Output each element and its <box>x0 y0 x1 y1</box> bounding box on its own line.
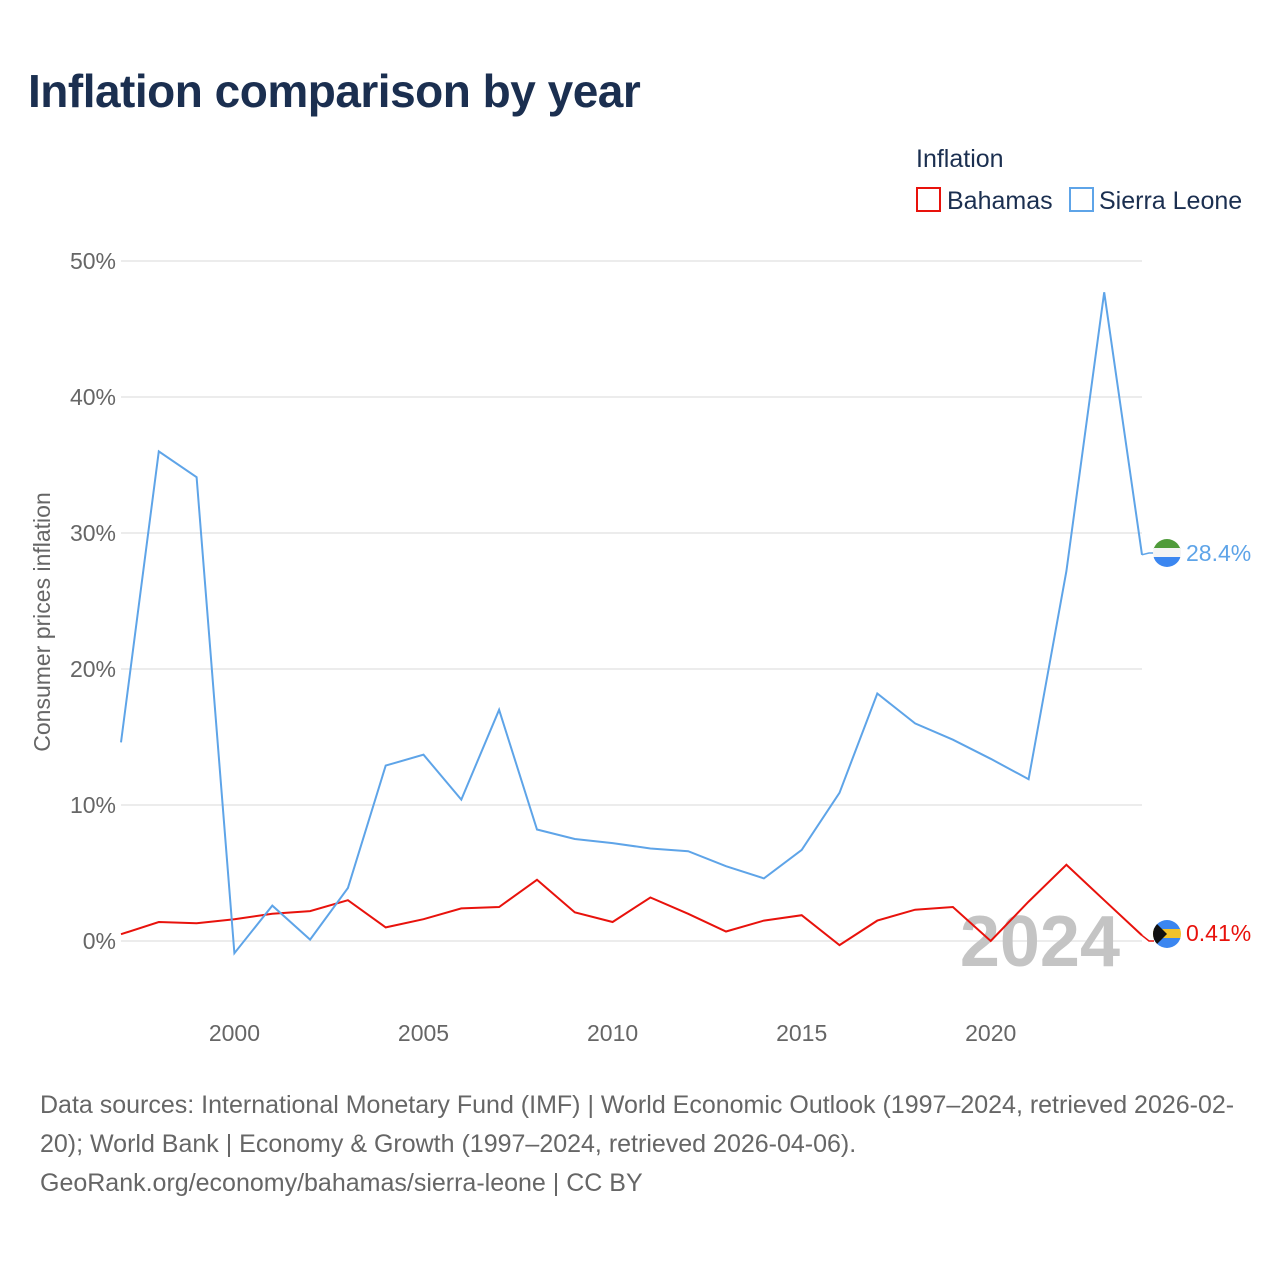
x-axis: 2000 2005 2010 2015 2020 <box>209 1020 1016 1046</box>
y-tick-label: 10% <box>70 792 116 818</box>
data-sources: Data sources: International Monetary Fun… <box>40 1091 1235 1158</box>
x-tick-label: 2010 <box>587 1020 638 1046</box>
gridlines <box>121 260 1142 942</box>
y-tick-label: 40% <box>70 384 116 410</box>
y-tick-label: 30% <box>70 520 116 546</box>
footer: Data sources: International Monetary Fun… <box>40 1086 1250 1203</box>
legend-label-sierra-leone[interactable]: Sierra Leone <box>1099 187 1242 215</box>
y-tick-label: 20% <box>70 656 116 682</box>
year-watermark: 2024 <box>960 902 1120 982</box>
x-tick-label: 2020 <box>965 1020 1016 1046</box>
series-line-sierra-leone[interactable] <box>120 292 1143 956</box>
series-lines <box>120 292 1154 956</box>
x-tick-label: 2000 <box>209 1020 260 1046</box>
y-axis-title: Consumer prices inflation <box>29 492 55 752</box>
end-label-bahamas: 0.41% <box>1186 920 1251 946</box>
end-label-connector <box>1141 552 1154 556</box>
end-label-sierra-leone: 28.4% <box>1186 540 1251 566</box>
series-line-bahamas[interactable] <box>120 863 1143 947</box>
y-tick-label: 50% <box>70 248 116 274</box>
end-label-connector <box>1141 934 1154 942</box>
bahamas-flag-icon <box>1153 920 1181 948</box>
sierra-leone-flag-icon <box>1153 539 1181 567</box>
y-axis: 0% 10% 20% 30% 40% 50% <box>70 248 116 954</box>
legend-title: Inflation <box>916 145 1004 173</box>
x-tick-label: 2015 <box>776 1020 827 1046</box>
legend-swatch-sierra-leone[interactable] <box>1069 187 1094 212</box>
credit-link[interactable]: GeoRank.org/economy/bahamas/sierra-leone… <box>40 1169 643 1197</box>
x-tick-label: 2005 <box>398 1020 449 1046</box>
legend-swatch-bahamas[interactable] <box>916 187 941 212</box>
y-tick-label: 0% <box>83 928 116 954</box>
legend-label-bahamas[interactable]: Bahamas <box>947 187 1053 215</box>
legend[interactable]: Inflation Bahamas Sierra Leone <box>916 145 1242 215</box>
chart-title: Inflation comparison by year <box>28 65 641 117</box>
